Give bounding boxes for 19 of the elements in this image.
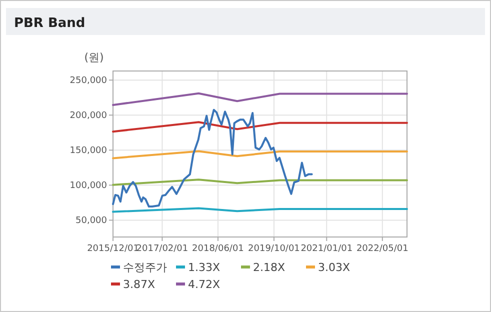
- y-axis-title: (원): [84, 51, 104, 64]
- x-tick-label: 2022/05/01: [356, 244, 408, 254]
- legend-label: 1.33X: [188, 261, 220, 274]
- title: PBR Band: [14, 16, 86, 31]
- x-tick-label: 2015/12/01: [87, 244, 139, 254]
- x-tick-label: 2017/02/01: [136, 244, 188, 254]
- legend-label: 4.72X: [188, 278, 220, 291]
- legend-label: 수정주가: [123, 261, 167, 274]
- y-tick-label: 250,000: [70, 76, 108, 86]
- x-tick-label: 2019/10/01: [248, 244, 300, 254]
- y-tick-label: 150,000: [70, 146, 108, 156]
- legend-label: 3.87X: [123, 278, 156, 291]
- y-tick-label: 50,000: [76, 216, 108, 226]
- x-tick-label: 2021/01/01: [300, 244, 353, 254]
- y-tick-label: 100,000: [70, 181, 108, 192]
- x-tick-label: 2018/06/01: [192, 244, 244, 254]
- legend-label: 2.18X: [253, 261, 286, 274]
- y-tick-label: 200,000: [70, 111, 108, 122]
- legend-label: 3.03X: [318, 261, 350, 274]
